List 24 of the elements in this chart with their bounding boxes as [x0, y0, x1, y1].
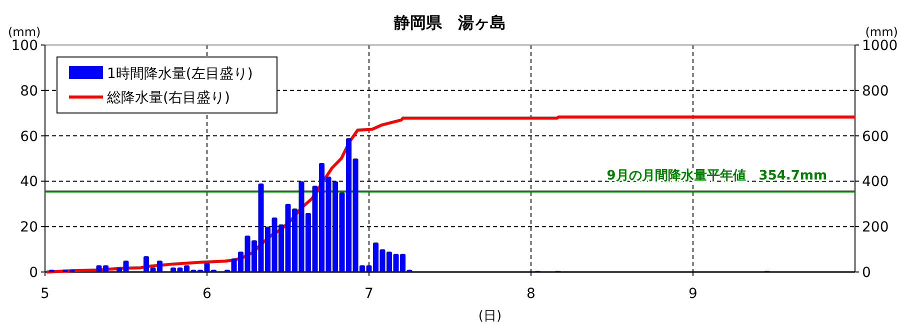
- y-tick-label: 0: [29, 265, 38, 281]
- y-axis-title: (mm): [8, 25, 41, 39]
- x-tick-label: 7: [364, 286, 374, 302]
- legend-label: 総降水量(右目盛り): [106, 90, 230, 106]
- y2-tick-label: 0: [862, 265, 871, 281]
- y2-tick-label: 800: [862, 83, 889, 100]
- x-axis-title: (日): [478, 309, 502, 324]
- y-tick-label: 60: [20, 128, 38, 145]
- x-tick-label: 6: [202, 286, 212, 302]
- y2-tick-label: 400: [862, 174, 889, 190]
- y2-tick-label: 200: [862, 220, 889, 236]
- x-tick-label: 5: [40, 286, 50, 302]
- legend-label: 1時間降水量(左目盛り): [107, 66, 253, 82]
- x-tick-label: 9: [688, 286, 698, 302]
- ref-line-label: 9月の月間降水量平年値 354.7mm: [606, 168, 827, 184]
- y-tick-label: 20: [20, 220, 38, 236]
- x-tick-label: 8: [526, 286, 536, 302]
- y2-axis-title: (mm): [865, 25, 898, 39]
- y2-tick-label: 600: [862, 128, 889, 145]
- chart-title: 静岡県 湯ヶ島: [393, 13, 506, 32]
- y-tick-label: 80: [20, 83, 38, 100]
- y-tick-label: 100: [11, 38, 38, 54]
- y-tick-label: 40: [20, 174, 38, 190]
- y2-tick-label: 1000: [862, 38, 898, 54]
